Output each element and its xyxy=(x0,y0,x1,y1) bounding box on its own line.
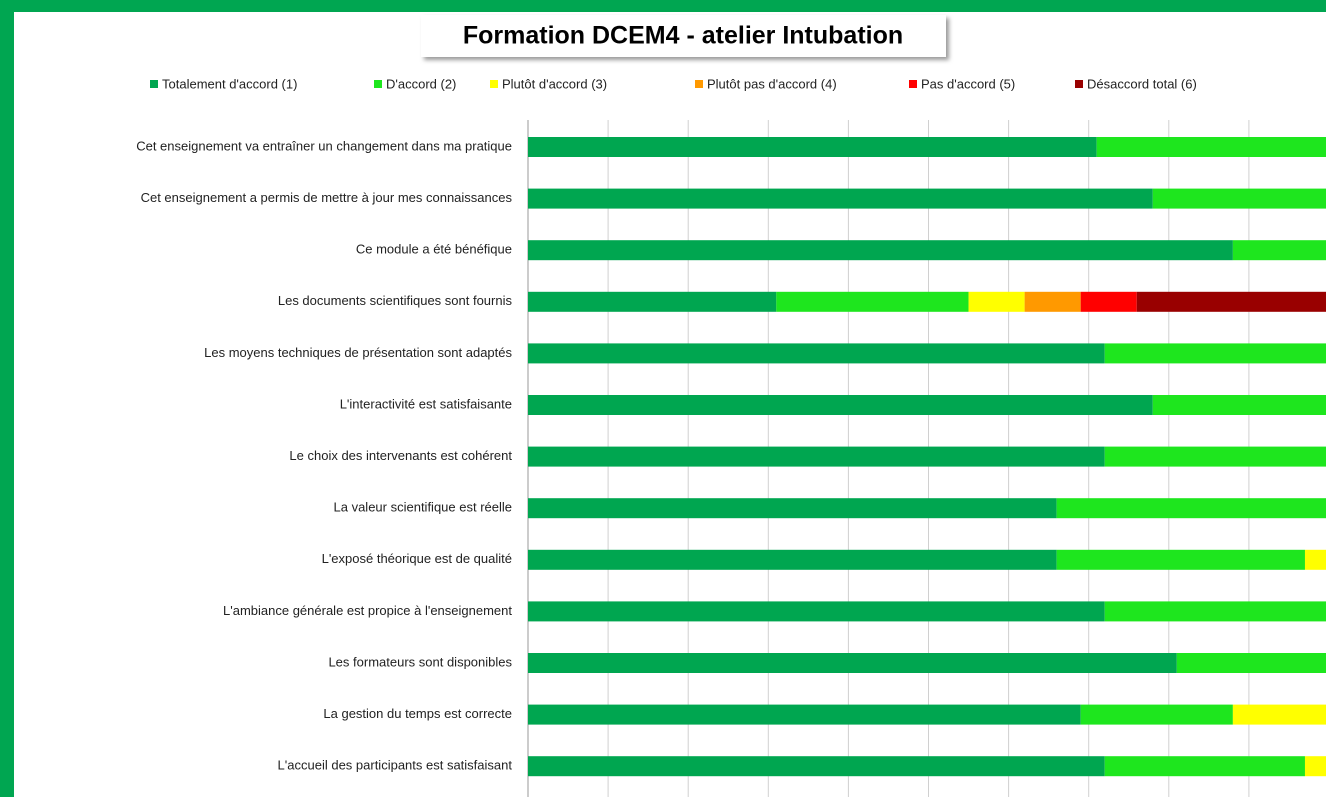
legend-swatch xyxy=(695,80,703,88)
legend-label: D'accord (2) xyxy=(386,76,456,91)
bar-segment xyxy=(528,704,1081,725)
bar-segment xyxy=(1080,704,1233,725)
y-tick-label: Le choix des intervenants est cohérent xyxy=(289,448,512,463)
bar-segment xyxy=(528,446,1105,467)
bar-segment xyxy=(528,498,1057,519)
bar-segment xyxy=(1136,291,1326,312)
bar-segment xyxy=(1232,240,1326,261)
bar-segment xyxy=(1152,395,1326,415)
bar-segment xyxy=(1096,137,1326,157)
legend-swatch xyxy=(490,80,498,88)
bar-segment xyxy=(528,601,1105,622)
bar-segment xyxy=(1024,291,1081,312)
y-tick-label: Cet enseignement a permis de mettre à jo… xyxy=(141,190,513,205)
y-tick-label: Les documents scientifiques sont fournis xyxy=(278,293,513,308)
y-tick-label: Les moyens techniques de présentation so… xyxy=(204,345,512,360)
legend-swatch xyxy=(374,80,382,88)
y-tick-label: L'accueil des participants est satisfais… xyxy=(278,758,513,773)
y-tick-label: La valeur scientifique est réelle xyxy=(334,500,513,515)
bar-segment xyxy=(1056,549,1305,570)
bar-segment xyxy=(1304,756,1326,777)
bar-segment xyxy=(1104,601,1326,622)
bar-segment xyxy=(1080,291,1137,312)
bar-segment xyxy=(968,291,1025,312)
y-tick-label: Ce module a été bénéfique xyxy=(356,242,512,257)
legend-label: Plutôt pas d'accord (4) xyxy=(707,76,837,91)
bar-segment xyxy=(1104,343,1326,364)
bar-segment xyxy=(528,291,777,312)
y-tick-label: L'ambiance générale est propice à l'ense… xyxy=(223,603,512,618)
y-tick-label: L'interactivité est satisfaisante xyxy=(340,396,512,411)
bar-segment xyxy=(1232,704,1326,725)
bar-segment xyxy=(528,343,1105,364)
bar-segment xyxy=(1176,653,1326,673)
bar-segment xyxy=(528,188,1153,209)
y-tick-label: Les formateurs sont disponibles xyxy=(328,654,512,669)
bar-segment xyxy=(1104,756,1305,777)
bar-segment xyxy=(1104,446,1326,467)
y-tick-label: Cet enseignement va entraîner un changem… xyxy=(136,138,512,153)
bar-segment xyxy=(1304,549,1326,570)
bar-segment xyxy=(528,395,1153,415)
bar-segment xyxy=(528,137,1097,157)
legend-label: Plutôt d'accord (3) xyxy=(502,76,607,91)
bar-segment xyxy=(528,240,1233,261)
bar-segment xyxy=(1056,498,1326,519)
bar-segment xyxy=(776,291,969,312)
legend-swatch xyxy=(909,80,917,88)
bar-segment xyxy=(528,653,1177,673)
legend-swatch xyxy=(1075,80,1083,88)
legend-swatch xyxy=(150,80,158,88)
title-box xyxy=(421,15,946,57)
bar-segment xyxy=(1152,188,1326,209)
y-tick-label: La gestion du temps est correcte xyxy=(323,706,512,721)
y-tick-label: L'exposé théorique est de qualité xyxy=(322,551,512,566)
chart-title: Formation DCEM4 - atelier Intubation xyxy=(463,22,903,50)
legend-label: Pas d'accord (5) xyxy=(921,76,1015,91)
bar-segment xyxy=(528,549,1057,570)
bar-segment xyxy=(528,756,1105,777)
legend-label: Désaccord total (6) xyxy=(1087,76,1197,91)
legend-label: Totalement d'accord (1) xyxy=(162,76,297,91)
